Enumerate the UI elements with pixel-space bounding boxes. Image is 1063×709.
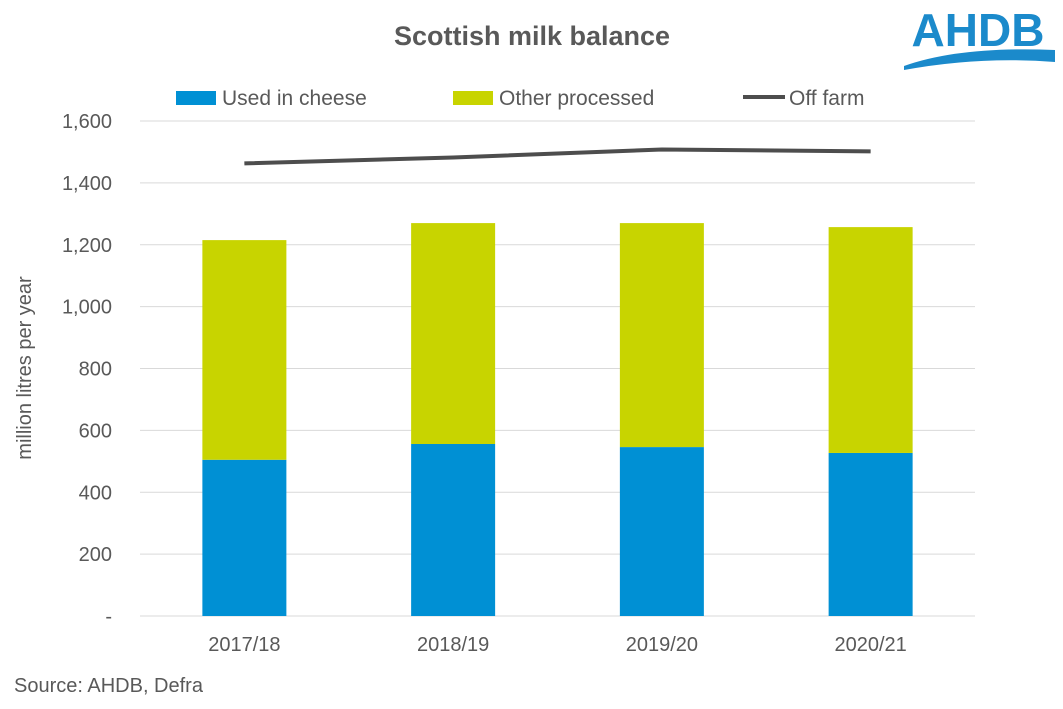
legend-label: Used in cheese: [222, 87, 367, 110]
legend-swatch: [453, 91, 493, 105]
y-tick-label: 1,200: [62, 235, 112, 257]
bars: [202, 223, 913, 616]
x-tick-label: 2019/20: [626, 634, 698, 656]
y-tick-label: 200: [79, 544, 112, 566]
bar-used-in-cheese: [202, 459, 287, 616]
y-tick-label: -: [105, 606, 112, 628]
y-tick-label: 1,400: [62, 173, 112, 195]
y-tick-label: 1,000: [62, 297, 112, 319]
legend: Used in cheese Other processed Off farm: [176, 87, 864, 110]
x-tick-label: 2017/18: [208, 634, 280, 656]
bar-used-in-cheese: [828, 452, 913, 616]
y-axis-ticks: - 200 400 600 800 1,000 1,200 1,400 1,600: [62, 111, 112, 628]
bar-other-processed: [202, 240, 287, 460]
bar-used-in-cheese: [411, 443, 496, 616]
legend-label: Other processed: [499, 87, 654, 110]
legend-swatch: [176, 91, 216, 105]
off-farm-line: [244, 147, 871, 166]
bar-other-processed: [411, 223, 496, 444]
x-axis-ticks: 2017/18 2018/19 2019/20 2020/21: [208, 634, 907, 656]
source-note: Source: AHDB, Defra: [14, 675, 204, 697]
chart-title: Scottish milk balance: [394, 21, 670, 51]
ahdb-logo: AHDB: [904, 4, 1055, 70]
svg-text:AHDB: AHDB: [912, 4, 1045, 56]
legend-label: Off farm: [789, 87, 864, 110]
y-tick-label: 400: [79, 482, 112, 504]
bar-other-processed: [828, 227, 913, 453]
x-tick-label: 2020/21: [834, 634, 906, 656]
bar-other-processed: [619, 223, 704, 448]
x-tick-label: 2018/19: [417, 634, 489, 656]
line-series: [244, 147, 871, 166]
y-tick-label: 600: [79, 420, 112, 442]
y-tick-label: 800: [79, 359, 112, 381]
y-axis-label: million litres per year: [14, 276, 36, 460]
y-tick-label: 1,600: [62, 111, 112, 133]
bar-used-in-cheese: [619, 447, 704, 616]
